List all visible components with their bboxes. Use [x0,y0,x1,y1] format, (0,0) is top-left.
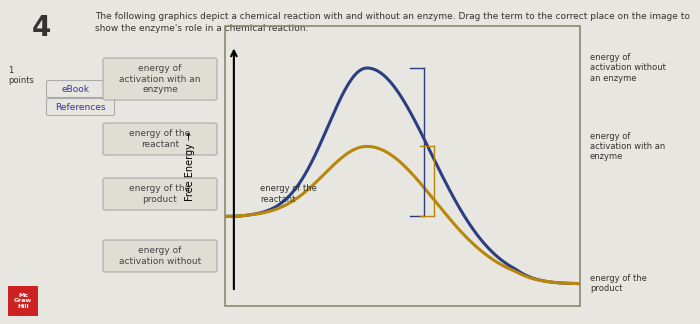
Text: Mc
Graw
Hill: Mc Graw Hill [14,293,32,309]
Text: energy of
activation without: energy of activation without [119,246,201,266]
FancyBboxPatch shape [46,98,115,115]
Text: show the enzyme's role in a chemical reaction.: show the enzyme's role in a chemical rea… [95,24,309,33]
Text: The following graphics depict a chemical reaction with and without an enzyme. Dr: The following graphics depict a chemical… [95,12,690,21]
Text: energy of the
reactant: energy of the reactant [260,184,317,204]
Text: energy of the
product: energy of the product [590,274,647,293]
Text: References: References [55,102,105,111]
FancyBboxPatch shape [103,178,217,210]
Text: 1
points: 1 points [8,66,34,86]
FancyBboxPatch shape [103,240,217,272]
Text: Free Energy →: Free Energy → [185,132,195,201]
Text: energy of the
reactant: energy of the reactant [130,129,190,149]
FancyBboxPatch shape [103,58,217,100]
Text: energy of
activation without
an enzyme: energy of activation without an enzyme [590,53,666,83]
Text: energy of the
product: energy of the product [130,184,190,204]
Text: eBook: eBook [61,85,89,94]
FancyBboxPatch shape [103,123,217,155]
Bar [8,286,38,316]
FancyBboxPatch shape [46,80,104,98]
Text: 4: 4 [32,14,51,42]
Text: energy of
activation with an
enzyme: energy of activation with an enzyme [590,132,665,161]
Text: energy of
activation with an
enzyme: energy of activation with an enzyme [119,64,201,94]
